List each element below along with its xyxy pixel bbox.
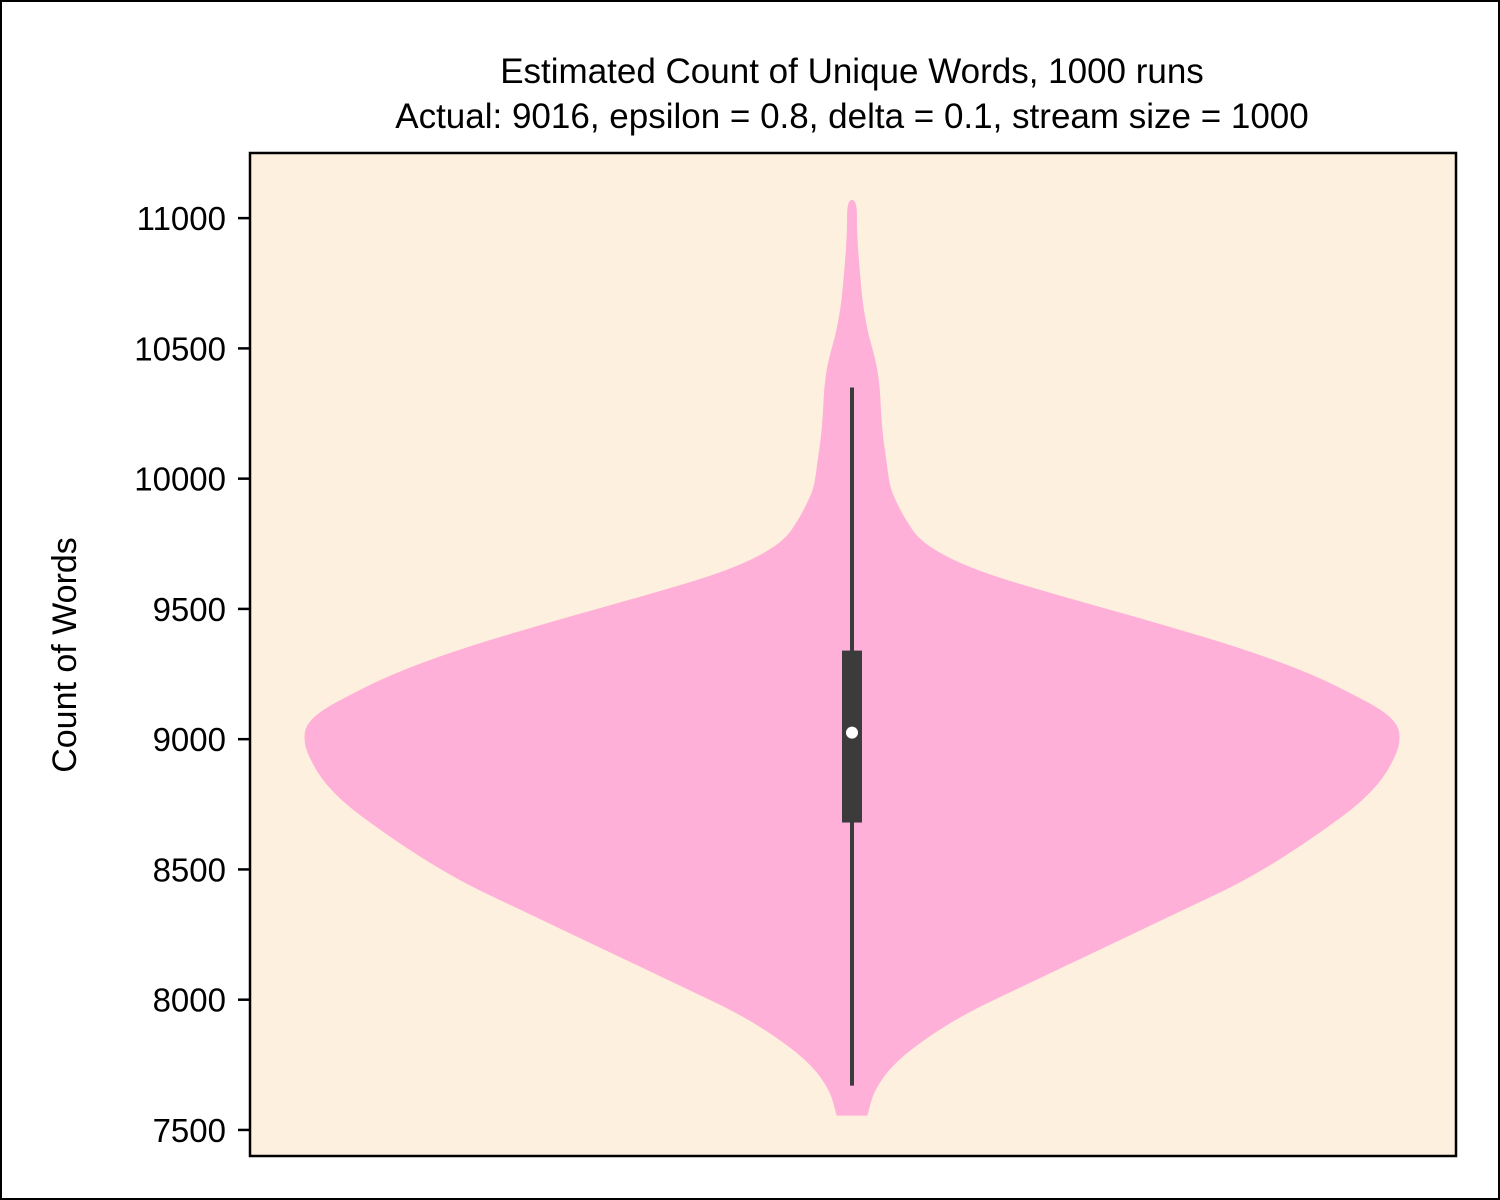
y-tick-label: 9500 <box>153 591 226 628</box>
y-tick-label: 10000 <box>134 461 226 498</box>
y-tick-label: 9000 <box>153 721 226 758</box>
y-tick-label: 11000 <box>137 200 226 237</box>
y-axis-label: Count of Words <box>46 537 84 773</box>
box-layer <box>842 387 862 1086</box>
y-axis: 7500 8000 8500 9000 9500 10000 10500 11000 <box>134 200 250 1149</box>
plot-border <box>248 151 1458 1158</box>
y-tick-label: 10500 <box>134 330 226 367</box>
y-tick-label: 8500 <box>153 851 226 888</box>
y-tick-label: 8000 <box>153 982 226 1019</box>
y-tick-label: 7500 <box>153 1112 226 1149</box>
median-marker <box>846 726 858 739</box>
chart-title: Estimated Count of Unique Words, 1000 ru… <box>500 52 1204 91</box>
chart-subtitle: Actual: 9016, epsilon = 0.8, delta = 0.1… <box>395 97 1309 136</box>
